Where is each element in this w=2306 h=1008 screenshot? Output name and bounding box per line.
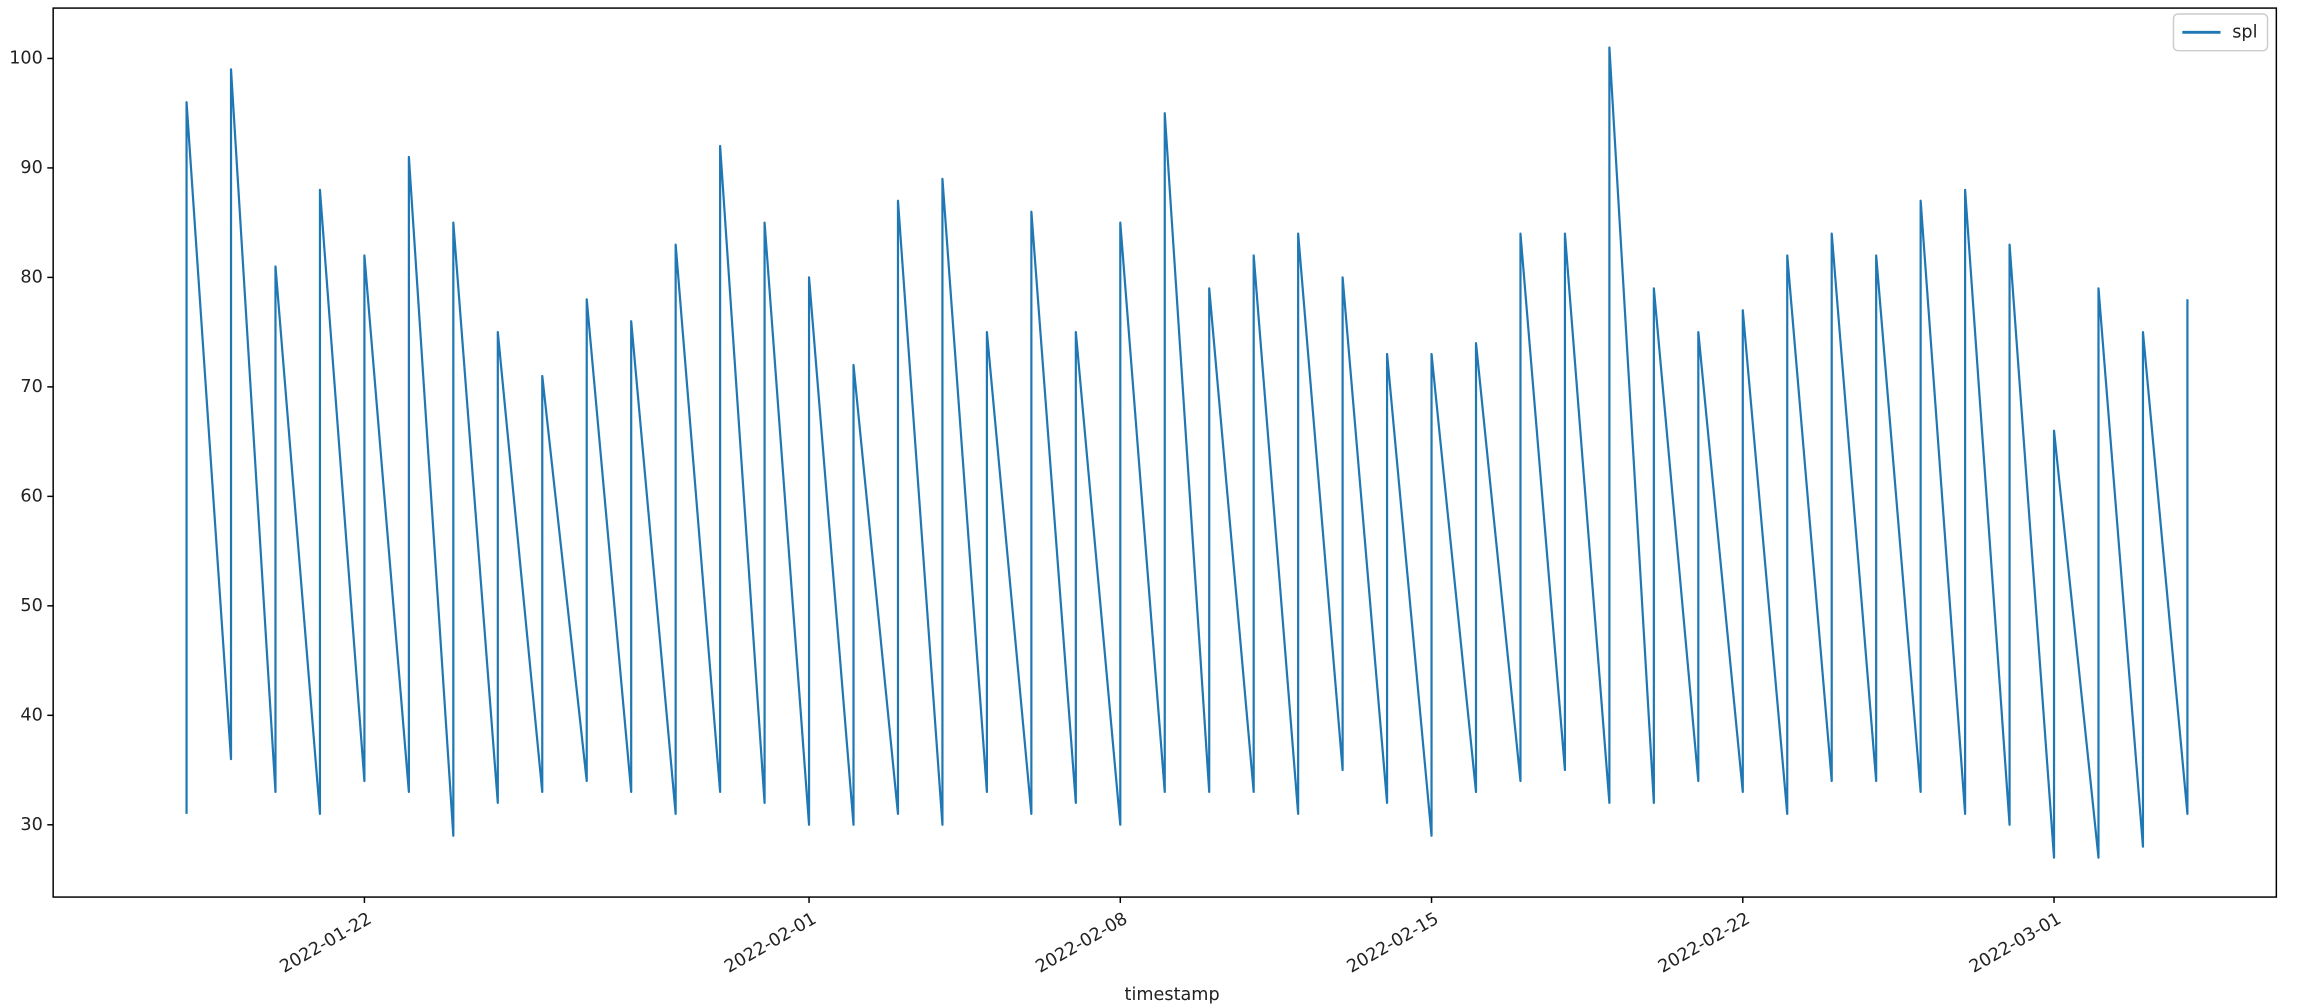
x-tick-label: 2022-01-22 [277, 909, 376, 978]
y-tick-label: 40 [20, 705, 42, 725]
y-tick-label: 60 [20, 486, 42, 506]
x-tick-label: 2022-02-08 [1032, 909, 1131, 978]
x-tick-label: 2022-02-22 [1655, 909, 1754, 978]
y-tick-label: 80 [20, 267, 42, 287]
data-line [185, 46, 2189, 859]
y-tick-label: 30 [20, 815, 42, 835]
x-tick-label: 2022-03-01 [1966, 909, 2065, 978]
y-tick-label: 50 [20, 596, 42, 616]
x-tick-label: 2022-02-15 [1344, 909, 1443, 978]
x-tick-label: 2022-02-01 [721, 909, 820, 978]
y-tick-label: 100 [9, 48, 43, 68]
x-axis-label: timestamp [1125, 985, 1220, 1005]
legend-label: spl [2232, 22, 2257, 42]
y-tick-label: 70 [20, 377, 42, 397]
plot-frame [52, 7, 2278, 898]
y-tick-label: 90 [20, 158, 42, 178]
